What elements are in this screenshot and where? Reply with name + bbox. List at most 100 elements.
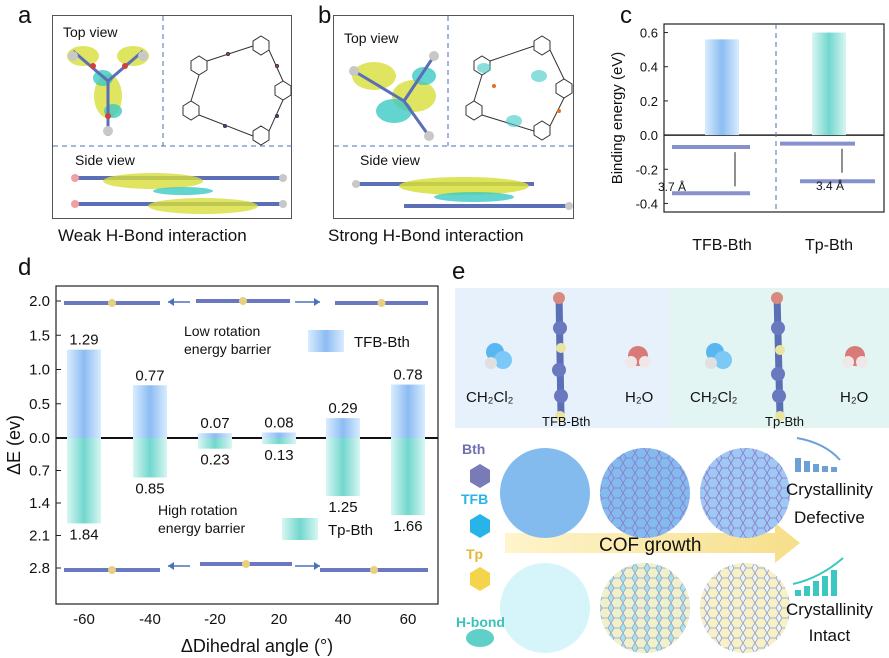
- chart-d-label-tp: 1.25: [328, 499, 357, 516]
- panel-a-art: [53, 16, 293, 214]
- chart-c-ytick-label: 0.2: [640, 94, 658, 109]
- chart-d-molecule-center-top-linker: [239, 297, 247, 305]
- bth-legend-icon: [470, 464, 490, 488]
- chart-c-ytick-label: -0.4: [636, 196, 658, 211]
- chart-d-xtick-label: 20: [271, 611, 288, 628]
- high-barrier-annotation: High rotation energy barrier: [158, 501, 245, 537]
- chart-d-rotation-arrowhead: [314, 562, 320, 570]
- chart-d-ytick-label: 1.5: [29, 327, 50, 344]
- chart-d-label-tfb: 0.77: [135, 367, 164, 384]
- chart-d-legend-tp: Tp-Bth: [328, 522, 373, 539]
- chart-c: 0.6 0.4 0.2 0.0 -0.2 -0.4 TFB-Bth Tp-Bth Binding…: [609, 23, 885, 254]
- high-barrier-line-1: High rotation: [158, 502, 238, 518]
- chart-d-bar-tfb: [67, 349, 101, 438]
- chart-c-frame: [663, 23, 885, 213]
- panel-letter-d: d: [18, 254, 32, 281]
- chart-d-bar-tfb: [391, 384, 425, 438]
- chart-d-label-tp: 1.84: [69, 526, 98, 543]
- chart-d-bar-tfb: [326, 418, 360, 438]
- chart-d-ytick-label: 1.0: [29, 362, 50, 379]
- chart-d-xtick-label: -60: [73, 611, 95, 628]
- panel-letter-a: a: [18, 2, 32, 29]
- tp-bth-macrocycle: [465, 35, 573, 141]
- panel-b-art: [334, 16, 575, 210]
- chart-d-molecule-left-top-linker: [108, 299, 116, 307]
- high-barrier-line-2: energy barrier: [158, 520, 246, 536]
- chart-d-bar-tfb: [133, 385, 167, 438]
- label-h2o-2: H₂O: [840, 389, 869, 406]
- panel-letter-e: e: [452, 258, 466, 285]
- hbond-legend-icon: [466, 629, 494, 647]
- low-barrier-line-1: Low rotation: [184, 323, 261, 339]
- panel-a-top-view-label: Top view: [63, 24, 118, 40]
- chart-c-ylabel: Binding energy (eV): [609, 52, 626, 185]
- chart-d-molecule-left-bottom-linker: [108, 566, 116, 574]
- chart-d-rotation-arrowhead: [314, 298, 320, 306]
- panel-b-caption: Strong H-Bond interaction: [328, 226, 524, 245]
- low-barrier-line-2: energy barrier: [184, 341, 272, 357]
- label-tp-bth: Tp-Bth: [765, 414, 805, 429]
- chart-d-molecule-right-top-linker: [377, 299, 386, 307]
- tfb-bth-vertical-molecule: [552, 292, 568, 421]
- chart-d-molecule-center-bottom-linker: [242, 560, 250, 568]
- chart-d-bar-tp: [198, 438, 232, 449]
- ch2cl2-molecule-icon-2: [705, 343, 732, 369]
- panel-letter-c: c: [620, 2, 632, 29]
- tp-legend-icon: [470, 567, 490, 591]
- chart-d-ytick-label: 1.4: [29, 495, 50, 512]
- legend-tp-label: Tp: [466, 546, 484, 562]
- panel-e-art: [455, 288, 889, 653]
- chart-d-label-tfb: 1.29: [69, 332, 98, 349]
- tp-bth-top-density: [349, 51, 439, 141]
- chart-d-bar-tp: [391, 438, 425, 516]
- tp-bth-side-density: [352, 177, 573, 210]
- chart-d-molecule-right-bottom-linker: [370, 566, 378, 574]
- tp-bth-vertical-molecule: [771, 292, 786, 421]
- crystallinity-decrease-icon: [795, 437, 841, 472]
- label-h2o-1: H₂O: [625, 389, 654, 406]
- chart-d-bar-tp: [67, 438, 101, 524]
- chart-d-legend-swatch-tfb: [308, 330, 344, 352]
- chart-d-legend-tfb: TFB-Bth: [354, 334, 410, 351]
- chart-d-xtick-label: 40: [335, 611, 352, 628]
- chart-d-xtick-label: 60: [400, 611, 417, 628]
- chart-d-frame: [55, 285, 439, 605]
- chart-d-legend-swatch-tp: [282, 518, 318, 540]
- bottom-result-line-2: Intact: [808, 626, 851, 645]
- chart-d-ytick-label: 2.8: [29, 560, 50, 577]
- chart-c-ytick-label: 0.6: [640, 26, 658, 41]
- chart-d-label-tp: 0.23: [200, 452, 229, 469]
- chart-d-ytick-label: 2.0: [29, 293, 50, 310]
- chart-c-ytick-label: 0.0: [640, 128, 658, 143]
- chart-d-bar-tfb: [198, 433, 232, 438]
- h2o-molecule-icon-2: [842, 346, 868, 368]
- chart-c-ytick-label: -0.2: [636, 162, 658, 177]
- tfb-bth-side-density: [71, 173, 287, 214]
- chart-c-xtick-label: TFB-Bth: [692, 237, 752, 254]
- bottom-result-line-1: Crystallinity: [786, 600, 873, 619]
- chart-c-bar: [812, 32, 846, 136]
- bottom-result: Crystallinity Intact: [786, 597, 873, 649]
- top-result-line-2: Defective: [794, 508, 865, 527]
- chart-d-ylabel: ΔE (ev): [4, 415, 24, 475]
- panel-letter-b: b: [318, 2, 332, 29]
- top-result-line-1: Crystallinity: [786, 480, 873, 499]
- chart-d-label-tfb: 0.08: [264, 415, 293, 432]
- chart-d-ytick-label: 0.5: [29, 396, 50, 413]
- chart-d-label-tfb: 0.78: [393, 367, 422, 384]
- chart-d-ytick-label: 0.0: [29, 430, 50, 447]
- panel-a-caption: Weak H-Bond interaction: [58, 226, 247, 245]
- chart-d-bar-tp: [326, 438, 360, 497]
- chart-d-label-tp: 0.13: [264, 447, 293, 464]
- label-ch2cl2-2: CH₂Cl₂: [690, 389, 738, 406]
- label-tfb-bth: TFB-Bth: [542, 414, 591, 429]
- chart-d-xtick-label: -20: [204, 611, 226, 628]
- panel-b-top-view-label: Top view: [344, 30, 399, 46]
- ch2cl2-molecule-icon-1: [485, 343, 512, 369]
- chart-c-xtick-label: Tp-Bth: [805, 237, 853, 254]
- chart-d-xtick-label: -40: [139, 611, 161, 628]
- chart-d-ytick-label: 2.1: [29, 528, 50, 545]
- tfb-legend-icon: [470, 514, 490, 538]
- top-result: Crystallinity Defective: [786, 476, 873, 532]
- chart-d-rotation-arrowhead: [168, 562, 174, 570]
